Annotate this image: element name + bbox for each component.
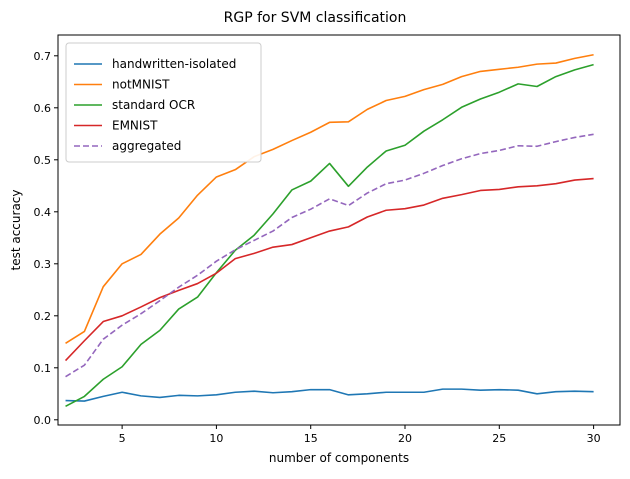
y-tick-label: 0.4 bbox=[34, 206, 52, 219]
x-axis-label: number of components bbox=[269, 451, 409, 465]
legend-box bbox=[65, 42, 262, 163]
series-line-3 bbox=[64, 177, 594, 362]
y-tick-label: 0.2 bbox=[34, 310, 52, 323]
x-tick-label: 25 bbox=[492, 432, 506, 445]
y-axis-ticks: 0.0 0.1 0.2 0.3 0.4 0.5 0.6 0.7 bbox=[34, 50, 58, 427]
x-tick-label: 30 bbox=[587, 432, 601, 445]
plot-lines bbox=[64, 53, 594, 407]
y-tick-label: 0.0 bbox=[34, 414, 52, 427]
chart-title: RGP for SVM classification bbox=[224, 10, 407, 26]
y-tick-label: 0.5 bbox=[34, 154, 52, 167]
plot-frame bbox=[57, 34, 621, 426]
legend-label-2: standard OCR bbox=[112, 98, 195, 112]
y-tick-label: 0.3 bbox=[34, 258, 52, 271]
y-axis-label: test accuracy bbox=[9, 190, 23, 271]
x-tick-label: 10 bbox=[209, 432, 223, 445]
legend-entries: handwritten-isolated notMNIST standard OCR… bbox=[74, 57, 236, 153]
legend-label-1: notMNIST bbox=[112, 78, 170, 92]
legend-label-4: aggregated bbox=[112, 139, 181, 153]
x-tick-label: 5 bbox=[119, 432, 126, 445]
legend-label-0: handwritten-isolated bbox=[112, 57, 236, 71]
y-tick-label: 0.1 bbox=[34, 362, 52, 375]
series-line-2 bbox=[65, 63, 594, 407]
series-line-1 bbox=[65, 53, 594, 345]
legend-label-3: EMNIST bbox=[112, 119, 158, 133]
y-tick-label: 0.6 bbox=[34, 102, 52, 115]
series-line-4 bbox=[65, 133, 594, 378]
x-tick-label: 20 bbox=[398, 432, 412, 445]
y-tick-label: 0.7 bbox=[34, 50, 52, 63]
x-tick-label: 15 bbox=[304, 432, 318, 445]
x-axis-ticks: 5 10 15 20 25 30 bbox=[119, 425, 601, 445]
series-line-0 bbox=[65, 388, 594, 402]
legend: handwritten-isolated notMNIST standard OCR… bbox=[65, 42, 262, 163]
